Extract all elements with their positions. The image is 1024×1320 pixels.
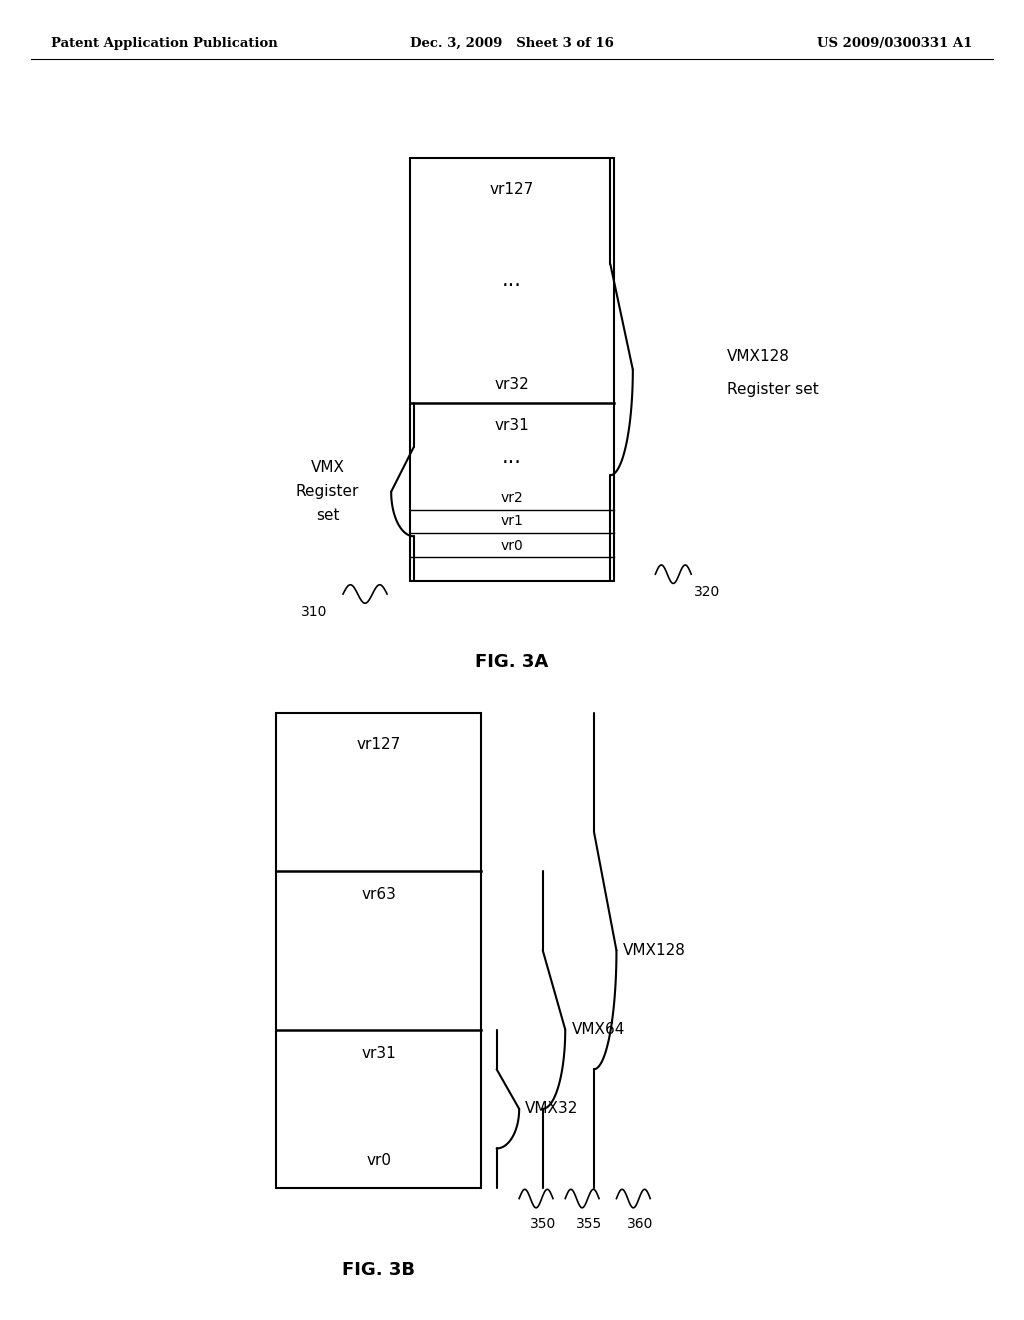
Text: 350: 350 [529,1217,556,1232]
Text: vr0: vr0 [501,540,523,553]
Text: VMX64: VMX64 [571,1022,625,1038]
Text: FIG. 3B: FIG. 3B [342,1261,416,1279]
Text: 320: 320 [694,585,721,599]
Text: VMX128: VMX128 [623,942,685,958]
Text: Patent Application Publication: Patent Application Publication [51,37,278,50]
Text: 360: 360 [627,1217,653,1232]
Text: US 2009/0300331 A1: US 2009/0300331 A1 [817,37,973,50]
Text: VMX32: VMX32 [525,1101,579,1117]
Text: 355: 355 [575,1217,602,1232]
Text: vr0: vr0 [367,1154,391,1168]
Text: FIG. 3A: FIG. 3A [475,653,549,672]
Text: vr2: vr2 [501,491,523,504]
Text: VMX128: VMX128 [727,348,790,364]
Text: ...: ... [502,447,522,467]
Text: vr32: vr32 [495,378,529,392]
Text: Dec. 3, 2009   Sheet 3 of 16: Dec. 3, 2009 Sheet 3 of 16 [410,37,614,50]
Text: vr127: vr127 [356,737,401,751]
Text: vr63: vr63 [361,887,396,902]
Text: Register set: Register set [727,381,819,397]
Text: vr31: vr31 [495,418,529,433]
Text: set: set [316,508,339,523]
Text: VMX: VMX [310,461,345,475]
Bar [410,158,614,581]
Text: vr31: vr31 [361,1045,396,1060]
Text: vr1: vr1 [501,515,523,528]
Text: vr127: vr127 [489,182,535,197]
Text: 310: 310 [301,605,328,619]
Text: Register: Register [296,484,359,499]
Text: ...: ... [502,271,522,290]
Bar [276,713,481,1188]
